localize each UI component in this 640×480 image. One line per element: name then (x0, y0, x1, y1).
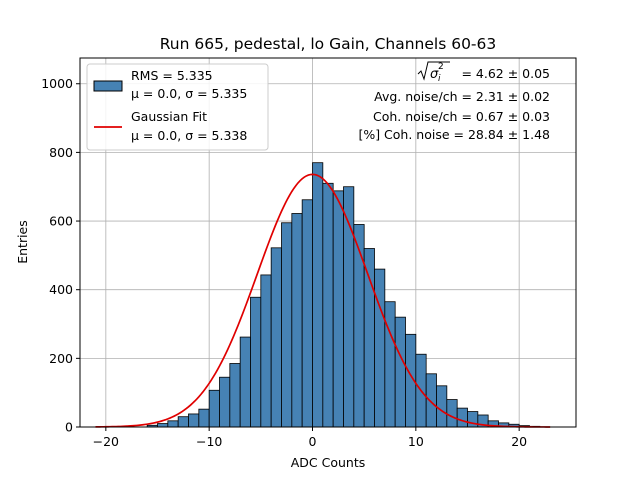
histogram-bar (425, 373, 437, 428)
x-axis-label: ADC Counts (291, 455, 366, 470)
x-tick-label: 10 (408, 434, 424, 449)
histogram-bar (157, 423, 169, 428)
histogram-bar (394, 316, 406, 428)
svg-text:2: 2 (438, 62, 444, 72)
histogram-bar (436, 385, 448, 428)
histogram-bar (229, 363, 241, 428)
histogram-bar (239, 336, 251, 428)
histogram-bar (374, 268, 386, 428)
y-tick-label: 200 (49, 351, 73, 366)
x-tick-label: 20 (511, 434, 527, 449)
histogram-bar (260, 274, 272, 428)
histogram-bar (208, 389, 220, 428)
histogram-bars (146, 162, 541, 428)
y-tick-label: 600 (49, 214, 73, 229)
y-tick-label: 400 (49, 282, 73, 297)
histogram-bar (322, 182, 334, 428)
sigma-value: = 4.62 ± 0.05 (461, 66, 550, 81)
histogram-bar (384, 301, 396, 428)
histogram-bar (188, 413, 200, 428)
histogram-bar (167, 420, 179, 428)
sigma-symbol: σ 2 i (417, 61, 450, 84)
histogram-bar (456, 407, 468, 428)
x-tick-label: −20 (93, 434, 119, 449)
histogram-bar (301, 199, 313, 428)
legend-label-fit: Gaussian Fit (131, 109, 207, 124)
coh-noise-label: Coh. noise/ch = 0.67 ± 0.03 (373, 109, 550, 124)
avg-noise-label: Avg. noise/ch = 2.31 ± 0.02 (374, 89, 550, 104)
histogram-bar (177, 416, 189, 428)
coh-noise-pct-label: [%] Coh. noise = 28.84 ± 1.48 (358, 127, 550, 142)
legend-swatch-histogram (93, 80, 123, 92)
y-axis-label: Entries (15, 220, 30, 264)
x-tick-label: 0 (309, 434, 317, 449)
y-tick-label: 800 (49, 145, 73, 160)
svg-text:σ: σ (430, 67, 439, 82)
svg-text:i: i (438, 74, 441, 84)
y-tick-label: 0 (65, 420, 73, 435)
histogram-bar (363, 248, 375, 428)
histogram-bar (312, 162, 324, 428)
y-tick-label: 1000 (41, 76, 73, 91)
plot-frame (79, 57, 577, 428)
x-tick-label: −10 (196, 434, 222, 449)
gaussian-fit-curve (95, 173, 551, 428)
legend-box (86, 63, 269, 151)
noise-annotations: σ 2 i = 4.62 ± 0.05 Avg. noise/ch = 2.31… (358, 61, 550, 142)
histogram-bar (332, 190, 344, 428)
histogram-bar (291, 213, 303, 428)
x-axis-ticks: −20 −10 0 10 20 (93, 427, 527, 449)
histogram-bar (198, 408, 210, 428)
y-axis-ticks: 0 200 400 600 800 1000 (41, 76, 80, 435)
legend-label-rms-params: μ = 0.0, σ = 5.335 (131, 86, 247, 101)
legend: RMS = 5.335 μ = 0.0, σ = 5.335 Gaussian … (86, 63, 269, 151)
histogram-bar (353, 224, 365, 428)
histogram-bar (250, 296, 262, 428)
chart-title: Run 665, pedestal, lo Gain, Channels 60-… (160, 35, 497, 53)
histogram-bar (270, 247, 282, 428)
histogram-bar (446, 399, 458, 428)
legend-label-rms: RMS = 5.335 (131, 68, 213, 83)
histogram-bar (281, 222, 293, 428)
legend-label-fit-params: μ = 0.0, σ = 5.338 (131, 128, 247, 143)
histogram-bar (219, 376, 231, 428)
